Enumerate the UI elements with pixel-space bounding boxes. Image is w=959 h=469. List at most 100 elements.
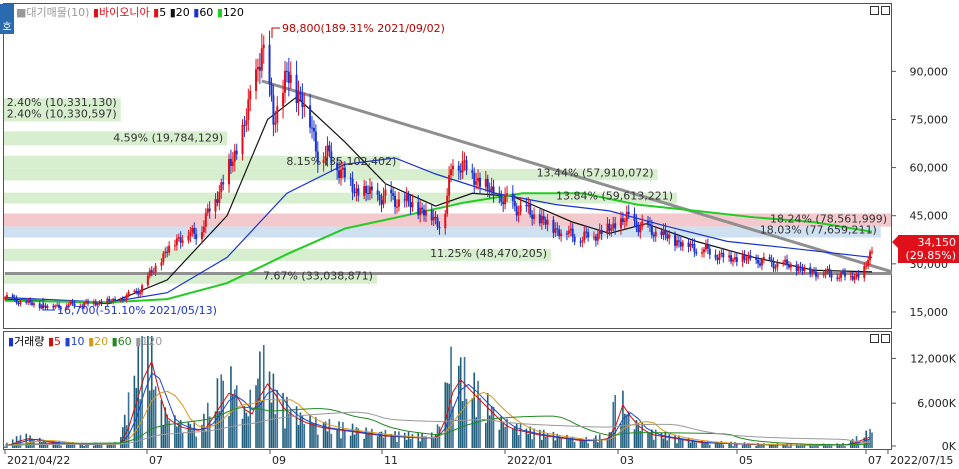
supply-zone-7: [4, 226, 881, 238]
candle: [397, 199, 400, 207]
volume-bar: [782, 444, 784, 448]
volume-bar: [38, 437, 41, 448]
candle: [801, 268, 804, 271]
volume-bar: [338, 421, 340, 448]
candle: [322, 159, 325, 164]
candle: [15, 298, 18, 303]
candle: [324, 156, 327, 160]
candle: [486, 178, 489, 190]
candle: [367, 193, 370, 195]
volume-bar: [689, 442, 692, 448]
candle: [40, 305, 43, 309]
volume-bar: [517, 435, 520, 448]
candle: [830, 273, 833, 278]
volume-bar: [261, 400, 263, 448]
candle: [195, 234, 198, 240]
volume-bar: [232, 394, 234, 448]
candle: [828, 268, 831, 274]
volume-bar: [317, 434, 319, 448]
supply-zone-label-3: 8.15% (35,102,402): [286, 155, 396, 168]
volume-bar: [65, 442, 68, 448]
vol-ma-legend-5: 5: [54, 335, 61, 348]
candle: [384, 189, 387, 196]
volume-bar: [220, 374, 223, 448]
volume-bar: [662, 438, 665, 448]
candle: [650, 225, 653, 235]
volume-bar: [243, 406, 246, 448]
vol-ma-legend-120: 120: [141, 335, 162, 348]
volume-bar: [301, 415, 304, 448]
x-tick-label: 07: [868, 454, 882, 467]
candle: [592, 236, 595, 238]
volume-bar: [707, 440, 709, 448]
volume-bar: [56, 442, 58, 448]
candle: [826, 268, 829, 272]
volume-bar: [141, 336, 143, 448]
volume-bar: [351, 423, 354, 448]
volume-bar: [367, 432, 369, 448]
candle: [587, 232, 590, 238]
volume-bar: [506, 418, 508, 448]
candle: [316, 151, 319, 164]
volume-bar: [705, 442, 707, 448]
svg-text:34,150: 34,150: [918, 236, 957, 249]
volume-bar: [228, 416, 230, 448]
volume-bar: [355, 427, 358, 448]
svg-text:■대기매물(10) ▮바이오니아 ▮5: ■대기매물(10) ▮바이오니아 ▮5 ▮20 ▮60 ▮120: [16, 6, 244, 19]
candle: [768, 257, 771, 260]
volume-bar: [761, 444, 763, 448]
candle: [448, 174, 451, 196]
supply-zone-label-4: 13.44% (57,910,072): [537, 166, 654, 179]
candle: [355, 188, 358, 193]
candle: [776, 262, 779, 268]
volume-bar: [718, 443, 721, 448]
candle: [110, 301, 113, 303]
candle: [446, 195, 449, 214]
candle: [4, 297, 6, 299]
volume-close-icon[interactable]: [881, 334, 890, 343]
candle: [222, 182, 225, 185]
volume-bar: [187, 422, 190, 448]
volume-bar: [85, 442, 87, 448]
candle: [13, 297, 16, 299]
volume-bar: [336, 428, 338, 448]
close-icon[interactable]: [881, 6, 890, 15]
candle: [451, 165, 454, 170]
volume-bar: [664, 431, 667, 448]
candle: [295, 74, 298, 103]
volume-bar: [417, 432, 420, 448]
candle: [816, 275, 819, 277]
volume-bar: [31, 438, 33, 448]
volume-bar: [770, 443, 773, 448]
candle: [869, 251, 872, 260]
volume-maximize-icon[interactable]: [870, 334, 879, 343]
candle: [31, 302, 34, 305]
volume-ma: [4, 411, 871, 446]
candle: [722, 252, 725, 258]
volume-bar: [811, 446, 813, 448]
volume-bar: [608, 432, 611, 448]
candle: [855, 274, 858, 277]
candle: [708, 248, 711, 255]
volume-bar: [208, 416, 211, 448]
candle: [579, 241, 582, 243]
stock-name: 바이오니아: [99, 6, 150, 19]
candle: [552, 219, 555, 233]
maximize-icon[interactable]: [870, 6, 879, 15]
candle: [527, 204, 530, 207]
chart-toggle-icon[interactable]: [0, 4, 14, 34]
volume-bar: [299, 412, 302, 448]
candle: [274, 122, 277, 125]
volume-bar: [513, 426, 516, 448]
volume-bar: [127, 392, 130, 448]
candle: [506, 193, 509, 196]
candle: [529, 204, 532, 215]
candle: [479, 177, 482, 187]
candle: [218, 192, 221, 203]
candle: [112, 298, 115, 302]
volume-ma: [4, 390, 871, 446]
zoom-icon[interactable]: 호: [2, 21, 11, 33]
supply-zone-9: [4, 272, 377, 284]
volume-bar: [342, 422, 344, 448]
